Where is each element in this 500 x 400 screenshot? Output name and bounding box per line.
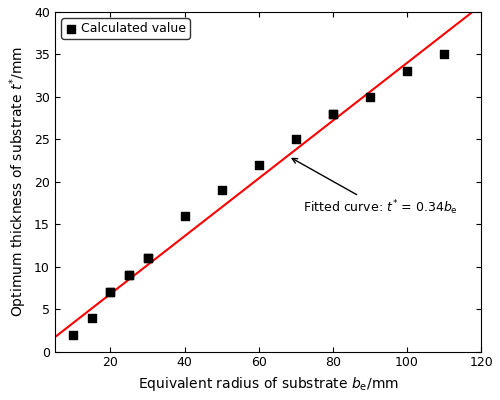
Calculated value bbox=[218, 187, 226, 194]
Calculated value bbox=[329, 111, 337, 117]
Y-axis label: Optimum thickness of substrate $t^{*}$/mm: Optimum thickness of substrate $t^{*}$/m… bbox=[7, 46, 28, 318]
Calculated value bbox=[403, 68, 411, 74]
Calculated value bbox=[106, 289, 114, 295]
Calculated value bbox=[144, 255, 152, 262]
Calculated value bbox=[366, 94, 374, 100]
X-axis label: Equivalent radius of substrate $b_{\mathrm{e}}$/mm: Equivalent radius of substrate $b_{\math… bbox=[138, 375, 398, 393]
Calculated value bbox=[254, 162, 262, 168]
Legend: Calculated value: Calculated value bbox=[61, 18, 190, 39]
Calculated value bbox=[125, 272, 133, 278]
Calculated value bbox=[440, 51, 448, 58]
Calculated value bbox=[70, 332, 78, 338]
Calculated value bbox=[144, 255, 152, 262]
Text: Fitted curve: $t^{*}$ = 0.34$b_{\mathrm{e}}$: Fitted curve: $t^{*}$ = 0.34$b_{\mathrm{… bbox=[292, 158, 458, 218]
Calculated value bbox=[329, 111, 337, 117]
Calculated value bbox=[125, 272, 133, 278]
Calculated value bbox=[180, 212, 188, 219]
Calculated value bbox=[292, 136, 300, 142]
Calculated value bbox=[88, 314, 96, 321]
Calculated value bbox=[106, 289, 114, 295]
